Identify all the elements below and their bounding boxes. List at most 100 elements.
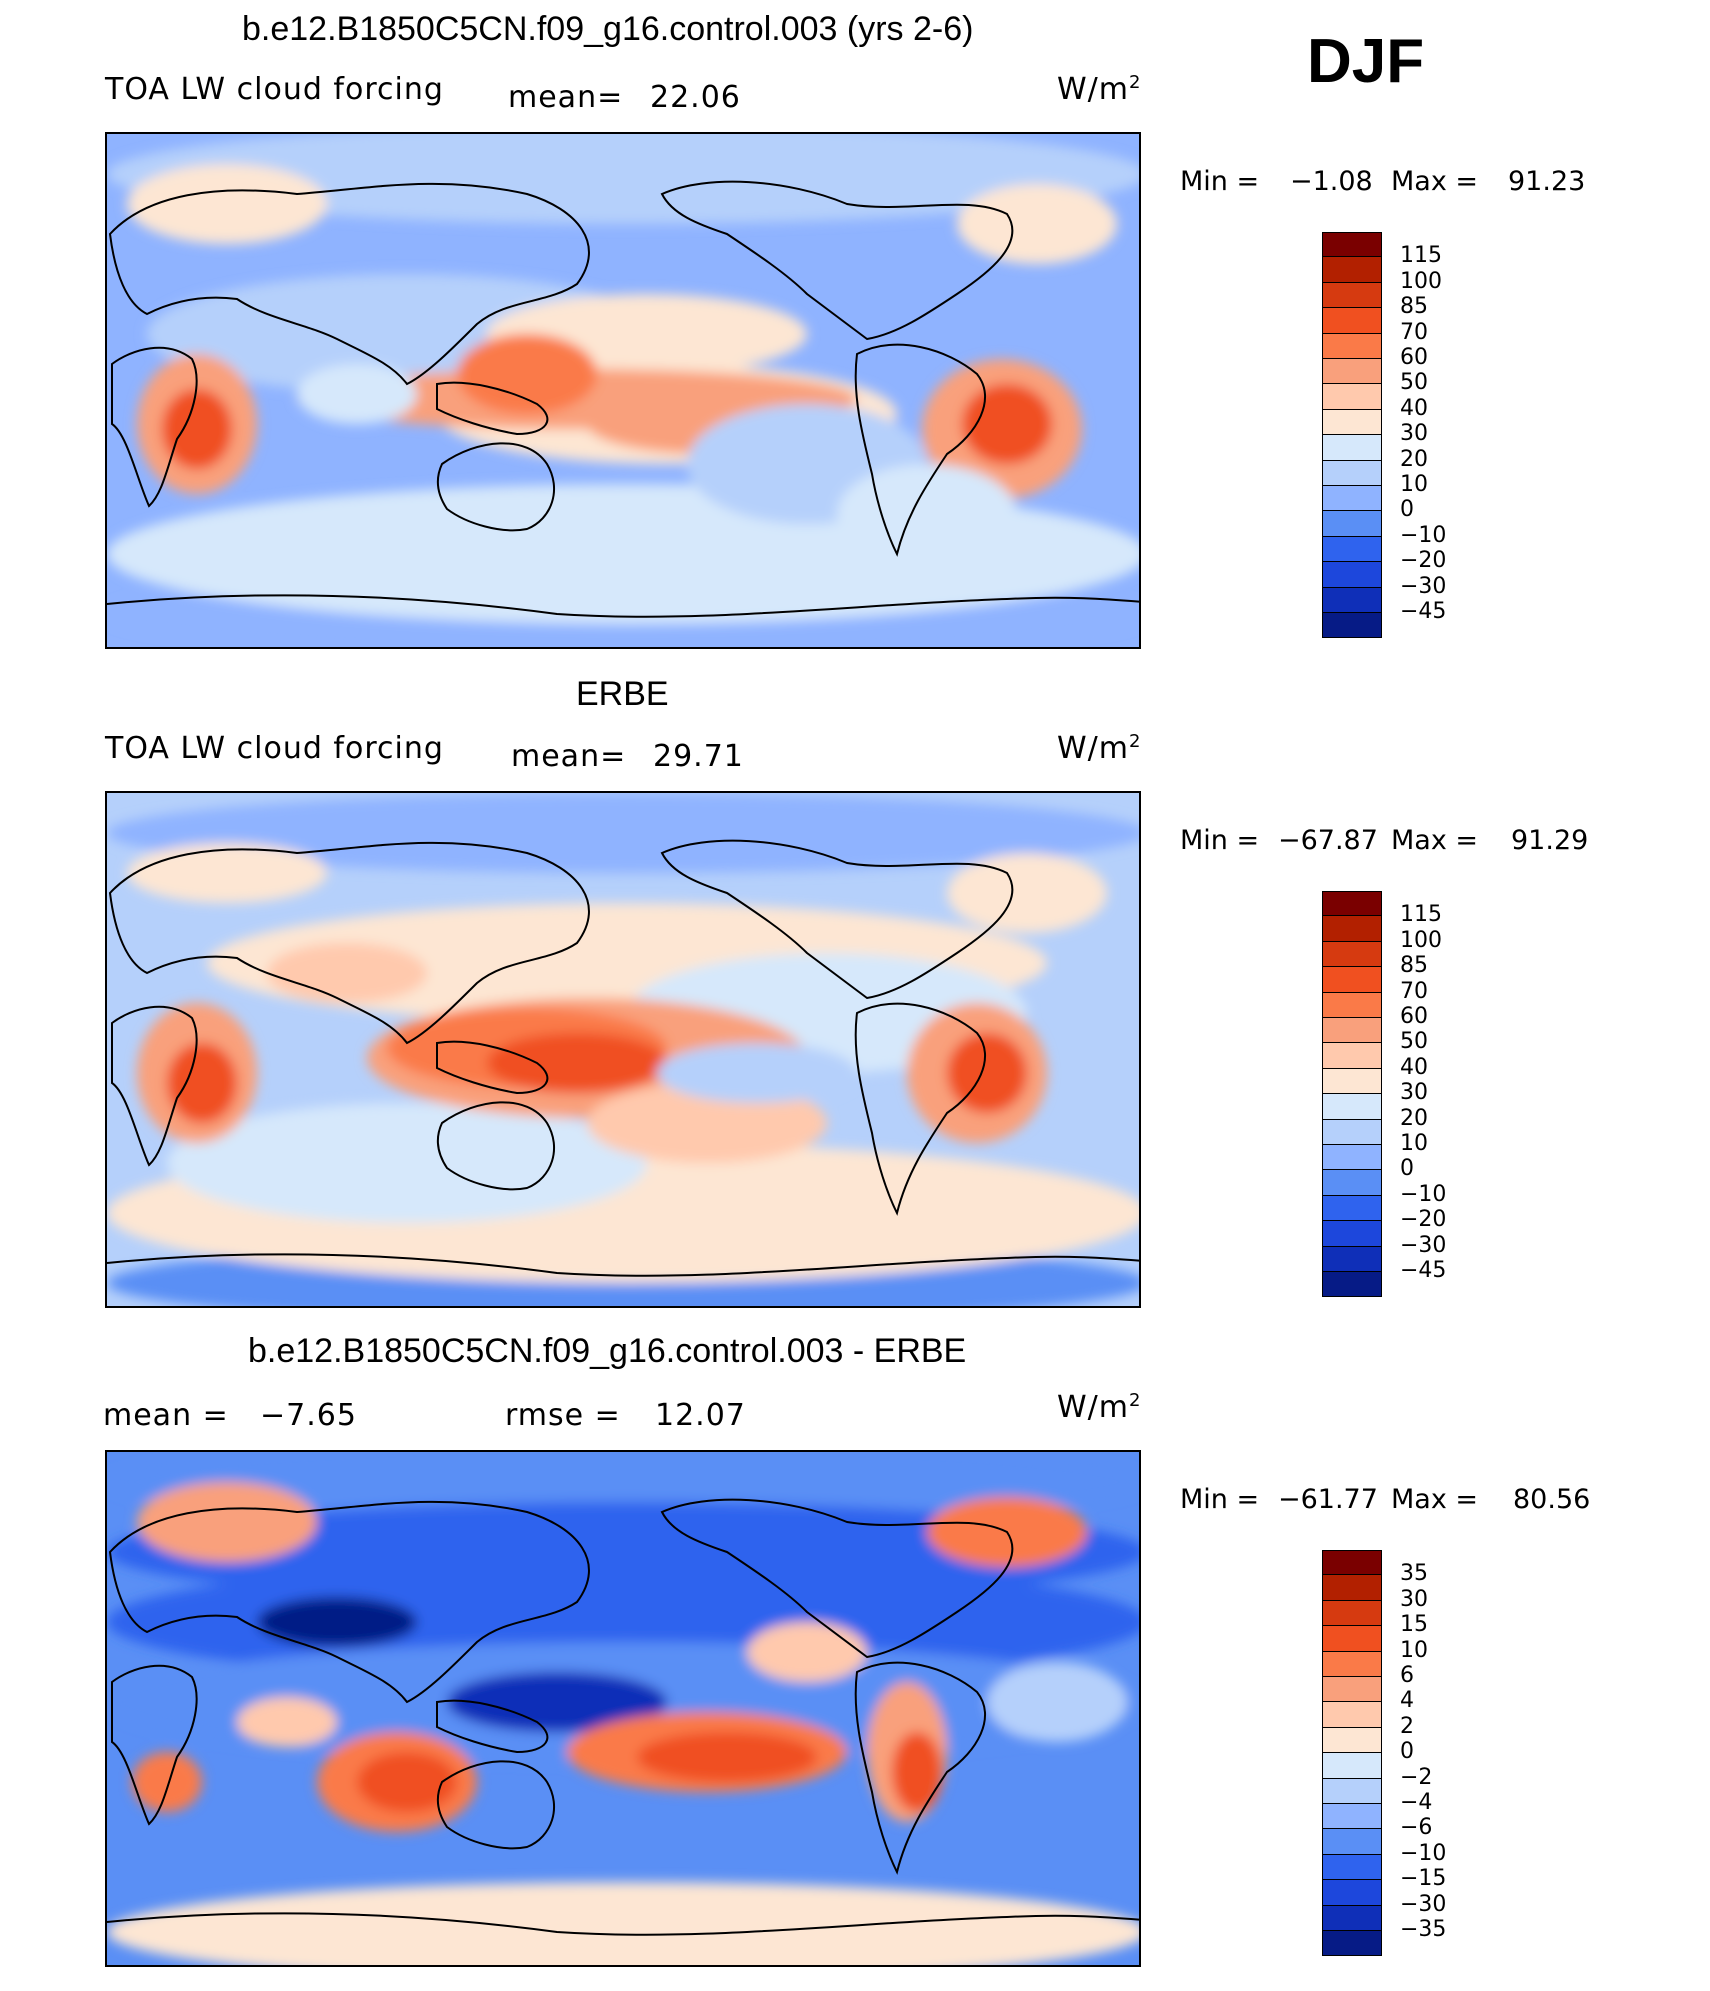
coastline <box>854 1661 987 1875</box>
colorbar-swatch <box>1322 1931 1382 1957</box>
panel2-variable-label: TOA LW cloud forcing <box>105 731 444 766</box>
panel1-min-value: −1.08 <box>1290 166 1373 197</box>
colorbar-level-label: 6 <box>1400 1663 1414 1688</box>
colorbar-level-label: 85 <box>1400 953 1428 979</box>
colorbar-swatch <box>1322 1905 1382 1931</box>
colorbar-swatch <box>1322 1221 1382 1247</box>
panel1-max-label: Max = <box>1391 166 1479 197</box>
colorbar-swatch <box>1322 1677 1382 1703</box>
colorbar-level-label: 30 <box>1400 421 1428 447</box>
colorbar-level-label: 30 <box>1400 1080 1428 1106</box>
panel1-map <box>105 132 1141 649</box>
contour-region <box>162 389 232 469</box>
contour-region <box>107 1882 1139 1965</box>
colorbar-level-label: 50 <box>1400 1029 1428 1055</box>
colorbar-swatch <box>1322 613 1382 639</box>
colorbar-swatch <box>1322 1600 1382 1627</box>
colorbar-swatch <box>1322 941 1382 968</box>
colorbar-swatch <box>1322 992 1382 1018</box>
panel2-min-label: Min = <box>1180 825 1260 856</box>
colorbar-swatch <box>1322 1753 1382 1779</box>
coastline <box>436 1040 549 1095</box>
panel1-mean-label: mean= <box>508 80 624 115</box>
contour-region <box>947 1033 1027 1113</box>
colorbar-swatch <box>1322 1170 1382 1196</box>
coastline <box>111 346 198 508</box>
colorbar-level-label: 60 <box>1400 1004 1428 1029</box>
panel2-mean-label: mean= <box>511 739 627 774</box>
colorbar-level-label: 40 <box>1400 1054 1428 1080</box>
panel3-title: b.e12.B1850C5CN.f09_g16.control.003 - ER… <box>248 1332 967 1370</box>
contour-region <box>127 843 327 903</box>
panel3-map <box>105 1450 1141 1967</box>
contour-region <box>107 134 1139 224</box>
panel2-min-value: −67.87 <box>1278 825 1378 856</box>
colorbar-swatch <box>1322 587 1382 613</box>
panel3-mean-value: −7.65 <box>260 1398 357 1433</box>
colorbar-swatch <box>1322 1195 1382 1222</box>
panel3-max-value: 80.56 <box>1513 1484 1591 1515</box>
coastline <box>854 1002 987 1216</box>
colorbar-swatch <box>1322 257 1382 283</box>
season-label: DJF <box>1307 27 1425 96</box>
colorbar-swatch <box>1322 1702 1382 1728</box>
colorbar-level-label: −30 <box>1400 1891 1447 1917</box>
colorbar-level-label: 10 <box>1400 472 1428 497</box>
panel1-min-label: Min = <box>1180 166 1260 197</box>
colorbar-swatch <box>1322 1119 1382 1145</box>
contour-region <box>237 1697 337 1747</box>
colorbar-swatch <box>1322 435 1382 461</box>
contour-region <box>747 1622 867 1682</box>
colorbar-level-label: −15 <box>1400 1866 1447 1892</box>
panel2-max-value: 91.29 <box>1511 825 1589 856</box>
colorbar-swatch <box>1322 1575 1382 1601</box>
coastline <box>436 1101 556 1191</box>
colorbar-level-label: −20 <box>1400 1207 1447 1233</box>
colorbar-level-label: 4 <box>1400 1688 1414 1714</box>
colorbar-level-label: 50 <box>1400 370 1428 396</box>
colorbar-swatch <box>1322 1145 1382 1171</box>
colorbar-level-label: 115 <box>1400 902 1442 928</box>
colorbar-level-label: −30 <box>1400 1232 1447 1258</box>
colorbar-level-label: 0 <box>1400 1739 1414 1765</box>
colorbar-level-label: 40 <box>1400 395 1428 421</box>
coastline <box>108 182 590 386</box>
colorbar-swatch <box>1322 1272 1382 1298</box>
coastline <box>660 839 1014 1000</box>
colorbar-level-label: 10 <box>1400 1131 1428 1156</box>
contour-region <box>137 1482 317 1562</box>
coastline <box>436 381 549 436</box>
contour-region <box>132 1752 202 1812</box>
colorbar-swatch <box>1322 916 1382 942</box>
colorbar-level-label: −35 <box>1400 1917 1447 1942</box>
colorbar-swatch <box>1322 460 1382 486</box>
coastline <box>108 1500 590 1704</box>
coastline <box>107 1912 1139 1936</box>
colorbar-level-label: 70 <box>1400 319 1428 345</box>
colorbar-swatch <box>1322 232 1382 258</box>
panel2-units: W/m2 <box>1057 731 1142 766</box>
coastline <box>436 442 556 532</box>
colorbar-swatch <box>1322 1804 1382 1830</box>
coastline <box>107 1253 1139 1277</box>
contour-region <box>267 943 427 1003</box>
coastline <box>436 1699 549 1754</box>
panel3-mean-label: mean = <box>103 1398 229 1433</box>
colorbar-swatch <box>1322 891 1382 917</box>
colorbar-level-label: 30 <box>1400 1586 1428 1612</box>
panel1-title: b.e12.B1850C5CN.f09_g16.control.003 (yrs… <box>242 10 974 48</box>
colorbar-level-label: −2 <box>1400 1764 1433 1790</box>
colorbar-swatch <box>1322 359 1382 385</box>
colorbar-swatch <box>1322 1043 1382 1069</box>
panel2-map <box>105 791 1141 1308</box>
panel3-units: W/m2 <box>1057 1390 1142 1425</box>
contour-region <box>637 1732 817 1782</box>
colorbar-level-label: −10 <box>1400 1181 1447 1207</box>
panel3-rmse-label: rmse = <box>505 1398 621 1433</box>
colorbar-swatch <box>1322 1880 1382 1906</box>
coastline <box>107 594 1139 618</box>
panel3-max-label: Max = <box>1391 1484 1479 1515</box>
panel3-rmse-value: 12.07 <box>655 1398 746 1433</box>
contour-region <box>107 1452 1139 1522</box>
colorbar-swatch <box>1322 1068 1382 1095</box>
